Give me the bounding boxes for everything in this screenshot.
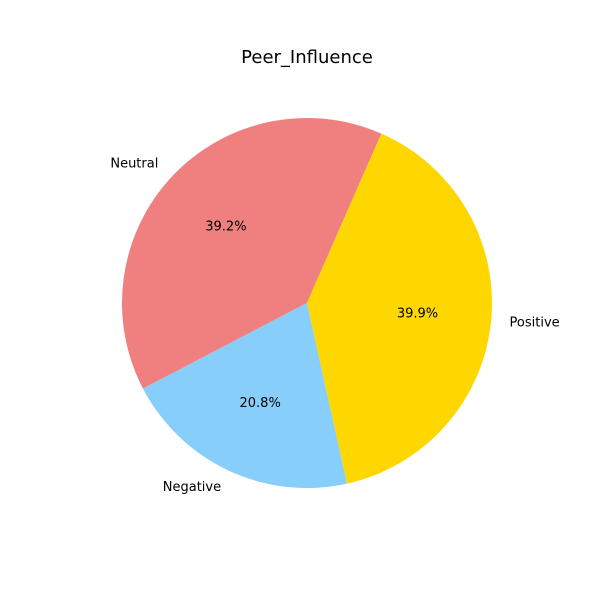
chart-title: Peer_Influence: [241, 47, 373, 68]
category-label-negative: Negative: [163, 480, 221, 495]
percent-label-neutral: 39.2%: [205, 220, 246, 235]
pie-slice-neutral: [121, 118, 382, 389]
percent-labels: 39.2% 20.8% 39.9%: [205, 220, 438, 411]
category-labels: Neutral Negative Positive: [110, 157, 559, 495]
pie-slice-negative: [142, 303, 348, 488]
pie-slices: [121, 118, 493, 488]
category-label-neutral: Neutral: [110, 157, 158, 172]
percent-label-negative: 20.8%: [240, 396, 281, 411]
percent-label-positive: 39.9%: [397, 306, 438, 321]
category-label-positive: Positive: [510, 315, 560, 330]
pie-slice-positive: [307, 133, 493, 484]
